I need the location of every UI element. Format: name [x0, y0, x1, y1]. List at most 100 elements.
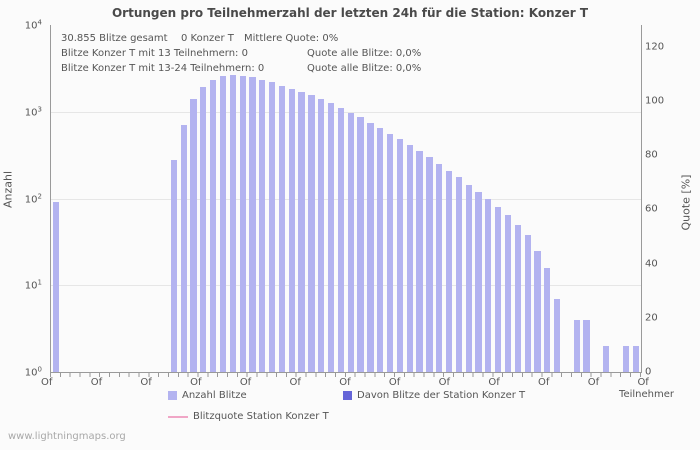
legend-item-station-blitze: Davon Blitze der Station Konzer T — [343, 390, 525, 401]
bar — [495, 206, 502, 372]
x-axis-tick-label: Of — [388, 377, 401, 388]
grid-layer — [51, 25, 641, 372]
bar-slot — [51, 25, 61, 372]
bar-slot — [277, 25, 287, 372]
gridline — [51, 285, 641, 287]
x-axis-tick-label: Of — [339, 377, 351, 388]
bar — [426, 157, 433, 372]
bar-slot — [562, 25, 572, 372]
bar-slot — [493, 25, 503, 372]
bar-slot — [552, 25, 562, 372]
bar — [357, 117, 364, 372]
bar — [396, 139, 404, 372]
x-axis-tick-label: Of — [190, 377, 202, 388]
bar — [603, 345, 610, 372]
bar-slot — [189, 25, 199, 372]
bar — [632, 345, 639, 372]
stat-quote-13: Quote alle Blitze: 0,0% — [307, 48, 422, 59]
bar — [436, 163, 443, 372]
x-axis-tick-label: Of — [239, 377, 252, 388]
y-axis-right-tick: 60 — [645, 203, 658, 215]
bar-slot — [71, 25, 81, 372]
bar — [406, 145, 413, 372]
bar-slot — [80, 25, 90, 372]
bar — [347, 112, 354, 372]
bar — [377, 127, 384, 372]
y-axis-right-tick: 120 — [645, 41, 665, 53]
y-axis-right-tick: 100 — [645, 95, 665, 107]
bar-slot — [130, 25, 140, 372]
y-axis-right-tick: 80 — [645, 149, 658, 161]
bar-slot — [542, 25, 552, 372]
bar — [268, 82, 276, 372]
bar-slot — [601, 25, 611, 372]
bar — [504, 214, 512, 372]
bar-slot — [395, 25, 405, 372]
bar-slot — [405, 25, 415, 372]
bar — [210, 80, 217, 372]
bar-slot — [307, 25, 317, 372]
bar — [239, 75, 246, 372]
bar-slot — [611, 25, 621, 372]
bar-slot — [533, 25, 543, 372]
y-axis-left-tick: 100 — [24, 365, 42, 379]
bar — [475, 191, 482, 372]
bar-slot — [139, 25, 149, 372]
bar — [386, 133, 394, 372]
bar-slot — [179, 25, 189, 372]
stat-blitze-13-24: Blitze Konzer T mit 13-24 Teilnehmern: 0 — [61, 63, 265, 74]
bar-slot — [90, 25, 100, 372]
gridline — [51, 198, 641, 200]
stat-quote-13-24: Quote alle Blitze: 0,0% — [307, 63, 422, 74]
bar-slot — [218, 25, 228, 372]
bar-slot — [228, 25, 238, 372]
stat-mittlere-quote: Mittlere Quote: 0% — [244, 33, 339, 44]
bar-slot — [474, 25, 484, 372]
bar — [367, 122, 374, 372]
bar-slot — [297, 25, 307, 372]
bar — [229, 75, 236, 372]
bar-slot — [592, 25, 602, 372]
bar-slot — [336, 25, 346, 372]
y-axis-left-tick: 102 — [24, 191, 42, 206]
bar-slot — [513, 25, 523, 372]
bar-slot — [356, 25, 366, 372]
bar — [288, 88, 295, 372]
x-axis-title: Teilnehmer — [619, 389, 674, 400]
bar-slot — [503, 25, 513, 372]
bar-slot — [385, 25, 395, 372]
legend-line-blitzquote — [168, 415, 188, 418]
legend-label-anzahl: Anzahl Blitze — [182, 390, 247, 401]
annotation-line-2: Blitze Konzer T mit 13 Teilnehmern: 0 Quo… — [61, 46, 421, 61]
bar — [249, 77, 256, 372]
bar-slot — [326, 25, 336, 372]
x-axis-tick-label: Of — [289, 377, 301, 388]
stat-station-blitze: 0 Konzer T — [181, 33, 234, 44]
bar-slot — [483, 25, 493, 372]
bar-slot — [169, 25, 179, 372]
bar-slot — [267, 25, 277, 372]
bar-slot — [238, 25, 248, 372]
x-axis-tick-label: Of — [587, 377, 600, 388]
bar-slot — [572, 25, 582, 372]
bar-slot — [100, 25, 110, 372]
bar — [219, 76, 227, 372]
bar-slot — [582, 25, 592, 372]
bar — [190, 99, 197, 372]
y-axis-left-tick: 104 — [24, 18, 42, 32]
bar-slot — [149, 25, 159, 372]
bar — [544, 267, 551, 372]
x-axis-tick-label: Of — [41, 377, 53, 388]
bar-slot — [366, 25, 376, 372]
legend-item-anzahl-blitze: Anzahl Blitze — [168, 390, 247, 401]
bar — [200, 86, 207, 372]
watermark: www.lightningmaps.org — [8, 431, 126, 442]
bar — [534, 250, 541, 372]
bar — [554, 298, 561, 372]
bar-slot — [621, 25, 631, 372]
bar — [445, 170, 453, 372]
stat-total-blitze: 30.855 Blitze gesamt — [61, 33, 168, 44]
bar — [170, 159, 177, 372]
bar — [622, 345, 630, 372]
bar — [524, 234, 531, 372]
